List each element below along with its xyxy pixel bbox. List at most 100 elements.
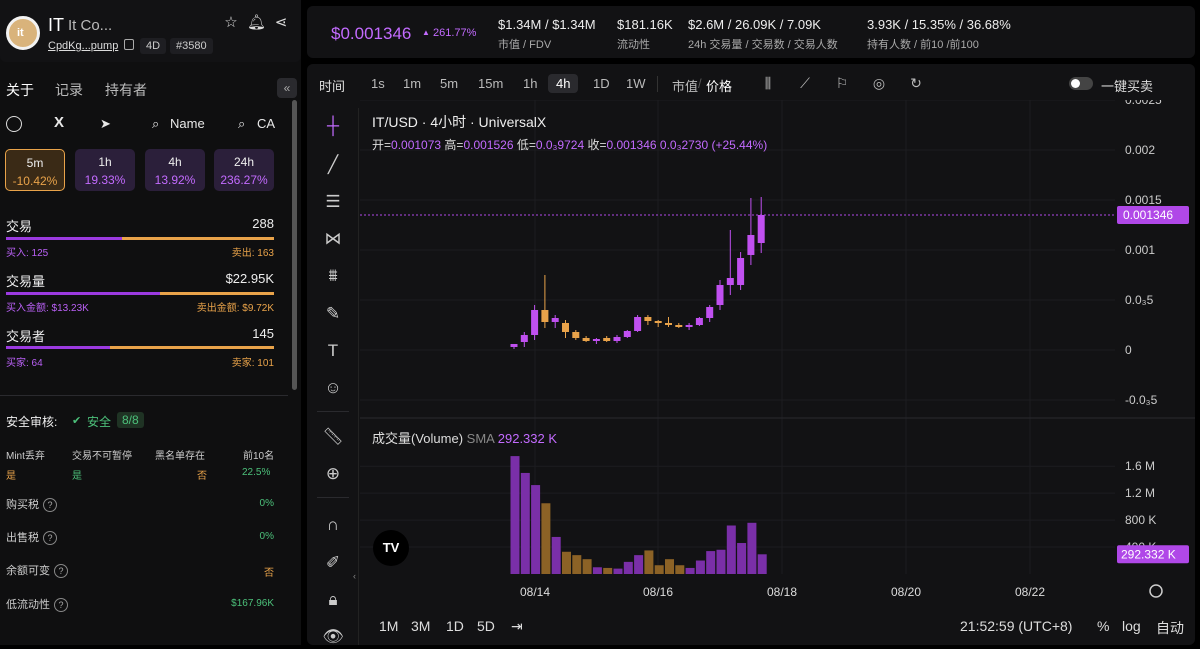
goto-date-icon[interactable]: ⇥ bbox=[511, 618, 523, 635]
log-toggle[interactable]: log bbox=[1122, 618, 1141, 634]
percent-toggle[interactable]: % bbox=[1097, 618, 1109, 634]
volume-bar bbox=[552, 537, 561, 574]
interval-15m[interactable]: 15m bbox=[478, 76, 503, 91]
volume-tick-label: 800 K bbox=[1125, 513, 1156, 527]
refresh-icon[interactable]: ↻ bbox=[907, 74, 925, 92]
interval-1m[interactable]: 1m bbox=[403, 76, 421, 91]
fib-lines-icon[interactable]: ☰ bbox=[321, 190, 345, 214]
prediction-icon[interactable]: ⩩ bbox=[321, 264, 345, 288]
search-name-icon[interactable]: ⌕ bbox=[152, 116, 159, 132]
drawing-toolbar: ┼ ╱ ☰ ⋈ ⩩ ✎ T ☺ 📏︎ ⊕ ∩ ✐ ‹ 🔒︎ 👁︎ bbox=[307, 108, 359, 645]
tab-records[interactable]: 记录 bbox=[55, 80, 83, 100]
chart-title: IT/USD · 4小时 · UniversalX bbox=[372, 112, 546, 132]
toolbar-divider bbox=[657, 76, 658, 92]
chart-clock: 21:52:59 (UTC+8) bbox=[960, 618, 1072, 634]
help-icon[interactable]: ? bbox=[43, 498, 57, 512]
pattern-icon[interactable]: ⋈ bbox=[321, 227, 345, 251]
volume-bar bbox=[655, 565, 664, 574]
security-score: 8/8 bbox=[117, 412, 144, 428]
price-change: 261.77% bbox=[433, 27, 476, 39]
ruler-icon[interactable]: 📏︎ bbox=[321, 425, 345, 449]
candles-icon[interactable]: ⫼ bbox=[759, 74, 777, 92]
range-1d[interactable]: 1D bbox=[446, 618, 464, 634]
help-icon[interactable]: ? bbox=[54, 598, 68, 612]
expand-arrow-icon[interactable]: ‹ bbox=[353, 571, 356, 581]
traders-label: 交易者 bbox=[6, 326, 45, 345]
x-social-link[interactable]: X bbox=[54, 114, 64, 131]
help-icon[interactable]: ? bbox=[54, 564, 68, 578]
timeframe-4h[interactable]: 4h 13.92% bbox=[145, 149, 205, 191]
timeframe-1h[interactable]: 1h 19.33% bbox=[75, 149, 135, 191]
interval-1h[interactable]: 1h bbox=[523, 76, 537, 91]
quick-trade-toggle[interactable] bbox=[1069, 77, 1093, 90]
range-3m[interactable]: 3M bbox=[411, 618, 430, 634]
text-icon[interactable]: T bbox=[321, 339, 345, 363]
indicators-icon[interactable]: ⟋ bbox=[796, 74, 814, 92]
x-tick-label: 08/22 bbox=[1015, 585, 1045, 599]
search-name-link[interactable]: Name bbox=[170, 116, 205, 131]
sma-value: 292.332 K bbox=[498, 431, 557, 446]
telegram-icon[interactable]: ➤ bbox=[100, 116, 111, 132]
time-label: 时间 bbox=[319, 76, 345, 95]
candle-body bbox=[747, 235, 754, 255]
mcap-toggle[interactable]: 市值 bbox=[672, 76, 698, 95]
delta-value: 0.0₃2730 (+25.44%) bbox=[660, 138, 767, 152]
globe-icon[interactable] bbox=[6, 116, 22, 132]
lock-drawing-icon[interactable]: ✐ bbox=[321, 551, 345, 575]
volume-bar bbox=[541, 503, 550, 574]
star-icon[interactable]: ☆ bbox=[222, 14, 240, 32]
share-icon[interactable]: ⋖ bbox=[272, 14, 290, 32]
price-toggle[interactable]: 价格 bbox=[706, 76, 732, 95]
balance-mutable-value: 否 bbox=[264, 564, 274, 579]
magnet-icon[interactable]: ∩ bbox=[321, 513, 345, 537]
candle-body bbox=[562, 323, 569, 332]
collapse-panel-button[interactable]: « bbox=[277, 78, 297, 98]
contract-address[interactable]: CpdKg...pump bbox=[48, 40, 118, 52]
ohlc-readout: 开=0.001073 高=0.001526 低=0.0₃9724 收=0.001… bbox=[372, 136, 767, 153]
tab-holders[interactable]: 持有者 bbox=[105, 80, 147, 100]
holders-label: 持有人数 / 前10 /前100 bbox=[867, 36, 979, 52]
mcap-fdv-label: 市值 / FDV bbox=[498, 36, 551, 52]
current-price: $0.001346 bbox=[331, 24, 411, 44]
trend-line-icon[interactable]: ╱ bbox=[321, 153, 345, 177]
crosshair-icon[interactable]: ┼ bbox=[321, 114, 345, 138]
panel-scrollbar[interactable] bbox=[292, 100, 297, 390]
bookmark-icon[interactable]: ⚐ bbox=[833, 74, 851, 92]
timeframe-24h[interactable]: 24h 236.27% bbox=[214, 149, 274, 191]
zoom-in-icon[interactable]: ⊕ bbox=[321, 462, 345, 486]
interval-1w[interactable]: 1W bbox=[626, 76, 646, 91]
bell-icon[interactable]: 🔔︎ bbox=[247, 14, 265, 32]
auto-toggle[interactable]: 自动 bbox=[1156, 618, 1184, 638]
chart-canvas[interactable]: 08/1408/1608/1808/2008/220.00250.0020.00… bbox=[360, 100, 1195, 608]
volume-bar bbox=[675, 565, 684, 574]
eye-icon[interactable]: 👁︎ bbox=[321, 625, 345, 649]
chart-panel: 时间 1s 1m 5m 15m 1h 4h 1D 1W 市值 / 价格 ⫼ ⟋ … bbox=[307, 64, 1195, 645]
high-value: 0.001526 bbox=[463, 138, 513, 152]
copy-icon[interactable] bbox=[124, 39, 134, 50]
search-ca-link[interactable]: CA bbox=[257, 116, 275, 131]
volume-bar bbox=[614, 569, 623, 574]
price-tick-label: 0.0015 bbox=[1125, 193, 1162, 207]
range-1m[interactable]: 1M bbox=[379, 618, 398, 634]
close-value: 0.001346 bbox=[606, 138, 656, 152]
lock-icon[interactable]: 🔒︎ bbox=[321, 588, 345, 612]
interval-1s[interactable]: 1s bbox=[371, 76, 385, 91]
token-logo: it bbox=[6, 16, 40, 50]
candle-body bbox=[614, 337, 621, 341]
search-ca-icon[interactable]: ⌕ bbox=[238, 116, 245, 132]
help-icon[interactable]: ? bbox=[43, 531, 57, 545]
interval-5m[interactable]: 5m bbox=[440, 76, 458, 91]
emoji-icon[interactable]: ☺ bbox=[321, 376, 345, 400]
candle-body bbox=[583, 338, 590, 341]
candle-body bbox=[593, 339, 600, 341]
timeframe-5m[interactable]: 5m -10.42% bbox=[5, 149, 65, 191]
camera-icon[interactable]: ◎ bbox=[870, 74, 888, 92]
range-5d[interactable]: 5D bbox=[477, 618, 495, 634]
brush-icon[interactable]: ✎ bbox=[321, 302, 345, 326]
interval-1d[interactable]: 1D bbox=[593, 76, 610, 91]
tab-about[interactable]: 关于 bbox=[6, 80, 34, 100]
liquidity-value: $181.16K bbox=[617, 17, 673, 32]
interval-4h[interactable]: 4h bbox=[548, 74, 578, 93]
volume-bar bbox=[665, 559, 674, 574]
close-label: 收= bbox=[587, 138, 606, 152]
